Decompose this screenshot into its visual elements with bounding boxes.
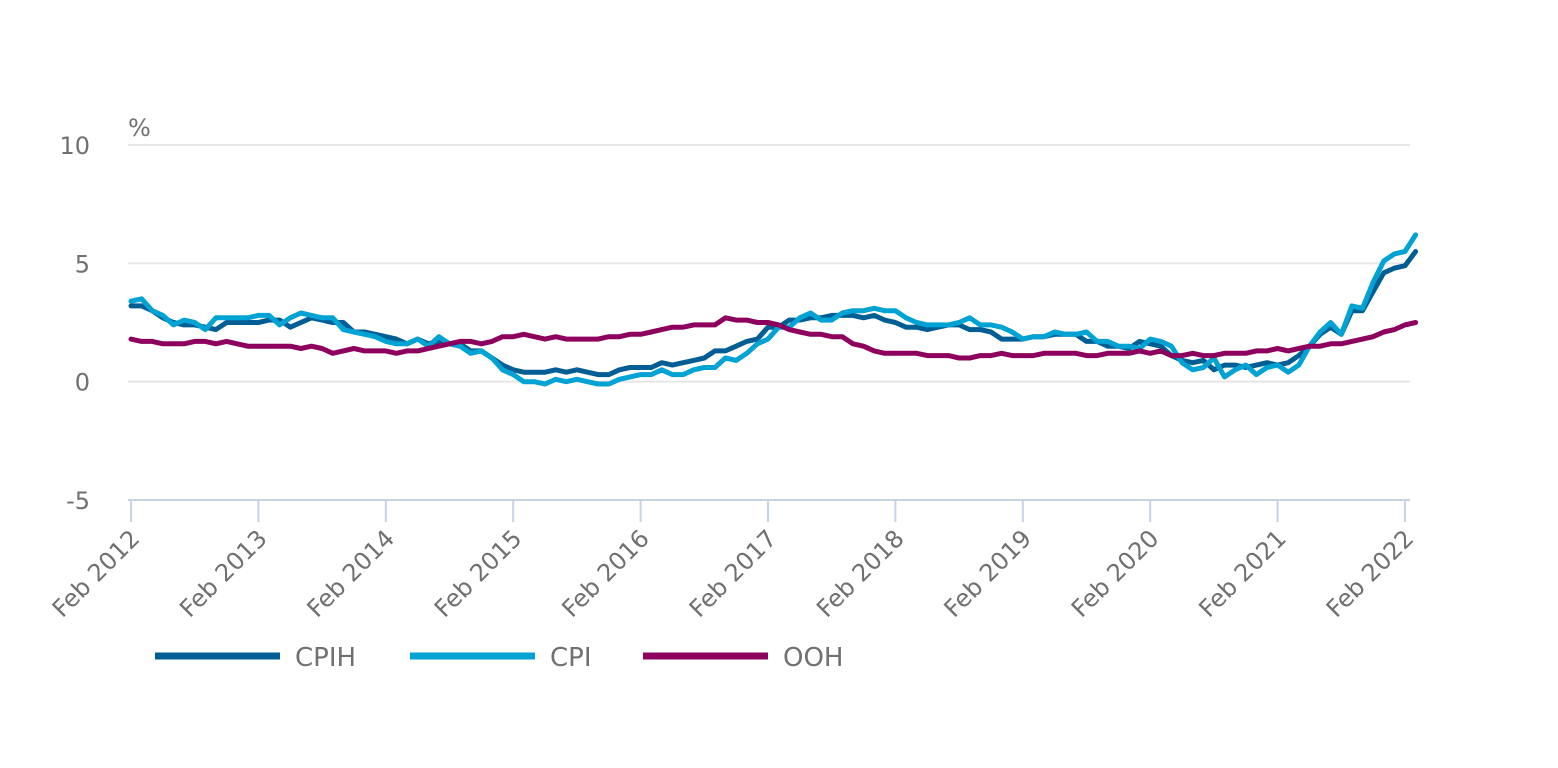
x-tick-label: Feb 2019 [939, 524, 1037, 622]
series-line-cpi [128, 232, 1419, 387]
x-tick-label: Feb 2018 [811, 524, 909, 622]
x-tick-label: Feb 2014 [302, 524, 400, 622]
x-tick-label: Feb 2012 [47, 524, 145, 622]
y-tick-label: 5 [75, 250, 90, 278]
x-tick-label: Feb 2021 [1193, 524, 1291, 622]
x-tick-label: Feb 2015 [429, 524, 527, 622]
x-tick-label: Feb 2013 [174, 524, 272, 622]
legend: CPIH CPI OOH [155, 643, 843, 673]
axis-layer: 10 5 0 -5 Feb 2012 Feb 2013 Feb 2014 Feb 2015 Fe… [47, 132, 1419, 623]
y-axis-unit-label: % [128, 114, 151, 142]
x-tick-label: Feb 2017 [684, 524, 782, 622]
legend-label-cpih: CPIH [295, 643, 356, 673]
series-layer [128, 232, 1419, 387]
y-tick-label: 10 [59, 132, 90, 160]
x-tick-label: Feb 2022 [1321, 524, 1419, 622]
legend-label-ooh: OOH [783, 643, 843, 673]
series-line-cpih [128, 249, 1419, 378]
x-tick-label: Feb 2016 [556, 524, 654, 622]
x-tick-label: Feb 2020 [1066, 524, 1164, 622]
y-tick-label: -5 [66, 487, 90, 515]
legend-label-cpi: CPI [550, 643, 592, 673]
y-tick-label: 0 [75, 369, 90, 397]
series-line-ooh [128, 315, 1419, 361]
